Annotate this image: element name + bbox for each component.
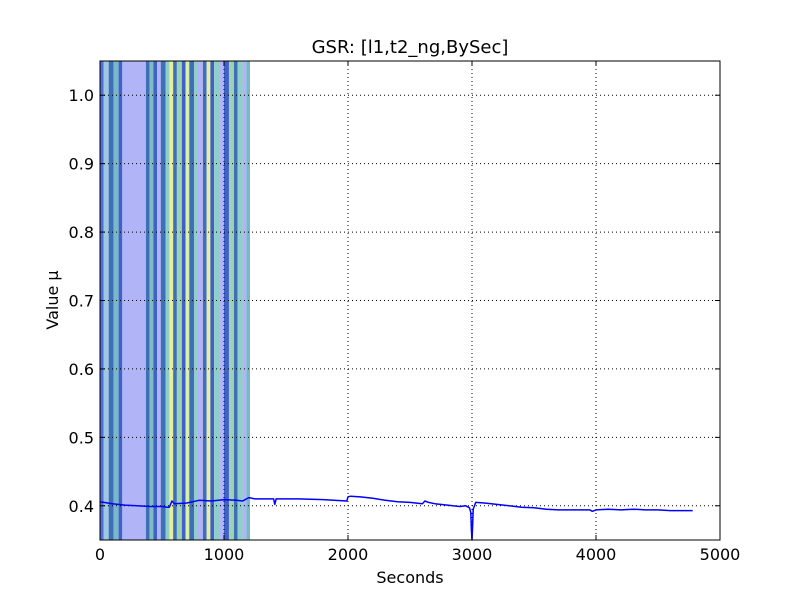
band-9 <box>157 61 161 540</box>
y-tick-label-4: 0.8 <box>69 223 94 242</box>
x-tick-label-3: 3000 <box>452 545 493 564</box>
x-tick-label-4: 4000 <box>576 545 617 564</box>
band-1 <box>103 61 109 540</box>
x-tick-label-0: 0 <box>95 545 105 564</box>
background-bands <box>100 61 251 540</box>
band-5 <box>122 61 146 540</box>
tick-labels: 0 1000 2000 3000 4000 5000 0.4 0.5 0.6 0.7 0.8 0.9 1… <box>69 86 741 564</box>
band-11 <box>165 61 170 540</box>
band-14 <box>176 61 182 540</box>
band-13 <box>173 61 177 540</box>
chart-title: GSR: [l1,t2_ng,BySec] <box>312 37 509 58</box>
band-15 <box>181 61 186 540</box>
band-27 <box>233 61 238 540</box>
series-line-0 <box>99 495 693 541</box>
grid-lines <box>100 61 720 540</box>
band-12 <box>169 61 174 540</box>
band-25 <box>224 61 229 540</box>
band-7 <box>149 61 154 540</box>
band-26 <box>228 61 234 540</box>
band-6 <box>145 61 150 540</box>
y-tick-label-2: 0.6 <box>69 360 94 379</box>
data-lines <box>99 495 693 541</box>
band-2 <box>108 61 114 540</box>
x-axis-label: Seconds <box>376 568 443 587</box>
band-17 <box>189 61 195 540</box>
band-24 <box>219 61 224 540</box>
band-16 <box>185 61 190 540</box>
plot-frame <box>99 60 721 541</box>
x-tick-label-5: 5000 <box>700 545 741 564</box>
x-tick-label-2: 2000 <box>328 545 369 564</box>
band-10 <box>160 61 166 540</box>
y-tick-label-5: 0.9 <box>69 155 94 174</box>
y-tick-label-6: 1.0 <box>69 86 94 105</box>
y-tick-label-1: 0.5 <box>69 428 94 447</box>
band-8 <box>153 61 158 540</box>
x-tick-label-1: 1000 <box>204 545 245 564</box>
y-tick-label-0: 0.4 <box>69 497 94 516</box>
y-axis-label: Value µ <box>43 270 62 329</box>
y-tick-label-3: 0.7 <box>69 292 94 311</box>
